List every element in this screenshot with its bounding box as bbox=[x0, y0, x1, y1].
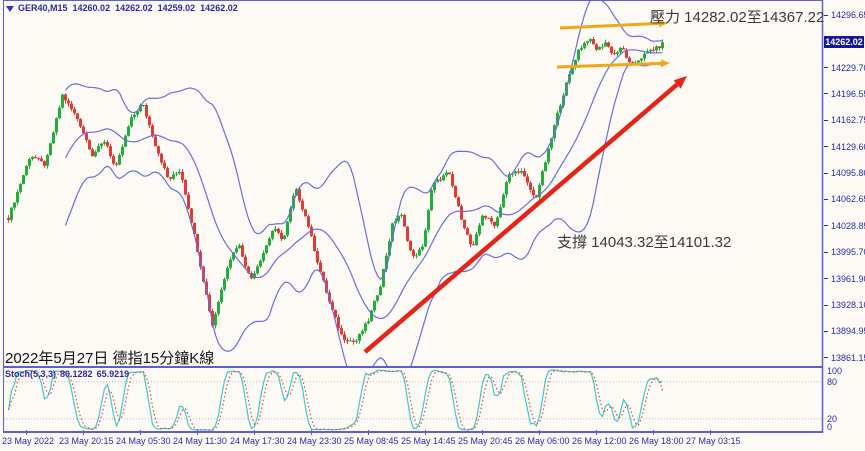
time-axis-label: 26 May 12:00 bbox=[572, 436, 627, 446]
time-axis-label: 26 May 06:00 bbox=[515, 436, 570, 446]
price-tick-dash bbox=[824, 146, 828, 148]
price-tick-dash bbox=[824, 278, 828, 280]
price-chart-canvas[interactable] bbox=[0, 0, 824, 433]
price-tick-label: 14095.80 bbox=[831, 168, 865, 179]
price-tick-label: 14296.65 bbox=[831, 10, 865, 20]
stoch-level-label: 80 bbox=[827, 376, 838, 387]
time-axis-label: 25 May 20:45 bbox=[458, 436, 513, 446]
price-tick-dash bbox=[824, 330, 828, 332]
time-axis-label: 24 May 17:30 bbox=[230, 436, 285, 446]
stoch-k-value: 80.1282 bbox=[60, 369, 93, 379]
high-value: 14262.02 bbox=[115, 3, 153, 13]
time-tick-dash bbox=[311, 430, 312, 435]
stoch-level-label: 20 bbox=[827, 413, 838, 424]
stoch-panel[interactable] bbox=[4, 369, 822, 431]
chart-frame bbox=[3, 0, 824, 433]
time-axis-label: 25 May 08:45 bbox=[344, 436, 399, 446]
time-axis-label: 23 May 20:15 bbox=[59, 436, 114, 446]
price-tick-dash bbox=[824, 251, 828, 253]
stoch-d-value: 65.9219 bbox=[96, 369, 130, 379]
time-tick-dash bbox=[83, 430, 84, 435]
ohlc-header: GER40,M15 14260.02 14262.02 14259.02 14262.0… bbox=[6, 3, 238, 13]
stoch-level-label: 100 bbox=[827, 365, 843, 376]
time-tick-dash bbox=[653, 430, 654, 435]
time-axis-label: 23 May 2022 bbox=[2, 436, 55, 446]
support-annotation: 支撐 14043.32至14101.32 bbox=[557, 234, 732, 251]
time-tick-dash bbox=[26, 430, 27, 435]
price-tick-label: 13861.15 bbox=[831, 352, 865, 363]
price-tick-label: 14062.65 bbox=[831, 194, 865, 205]
price-tick-label: 13894.95 bbox=[831, 326, 865, 337]
stoch-header: Stoch(5,3,3) 80.1282 65.9219 bbox=[5, 369, 129, 379]
price-tick-label: 14028.85 bbox=[831, 220, 865, 231]
price-tick-dash bbox=[824, 225, 828, 227]
time-tick-dash bbox=[368, 430, 369, 435]
range-arrows[interactable] bbox=[556, 19, 670, 69]
price-tick-dash bbox=[824, 304, 828, 306]
time-axis-label: 24 May 11:30 bbox=[173, 436, 227, 446]
price-tick-label: 13995.70 bbox=[831, 247, 865, 258]
close-value: 14262.02 bbox=[200, 3, 238, 13]
time-tick-dash bbox=[596, 430, 597, 435]
stoch-level-label: 0 bbox=[827, 422, 833, 432]
time-axis-label: 24 May 05:30 bbox=[116, 436, 171, 446]
time-tick-dash bbox=[539, 430, 540, 435]
price-tick-label: 13961.90 bbox=[831, 273, 865, 284]
price-tick-dash bbox=[824, 357, 828, 359]
symbol-label: GER40,M15 bbox=[18, 3, 68, 13]
price-tick-label: 14196.55 bbox=[831, 88, 865, 99]
trend-arrow[interactable] bbox=[363, 76, 687, 354]
low-value: 14259.02 bbox=[157, 3, 196, 13]
time-tick-dash bbox=[197, 430, 198, 435]
price-tick-label: 14229.70 bbox=[831, 62, 865, 73]
stoch-label: Stoch(5,3,3) bbox=[5, 369, 57, 379]
price-tick-dash bbox=[824, 93, 828, 95]
time-tick-dash bbox=[140, 430, 141, 435]
main-panel[interactable] bbox=[7, 0, 664, 386]
price-tick-dash bbox=[824, 67, 828, 69]
symbol-marker-icon bbox=[6, 5, 14, 12]
price-tick-label: 13928.10 bbox=[831, 300, 865, 311]
time-tick-dash bbox=[425, 430, 426, 435]
resistance-annotation: 壓力 14282.02至14367.22 bbox=[650, 9, 825, 26]
time-axis-label: 24 May 23:30 bbox=[287, 436, 342, 446]
current-price-badge: 14262.02 bbox=[824, 36, 864, 49]
time-tick-dash bbox=[710, 430, 711, 435]
price-tick-dash bbox=[824, 119, 828, 121]
price-tick-dash bbox=[824, 14, 828, 16]
time-axis-label: 26 May 18:00 bbox=[629, 436, 684, 446]
price-tick-label: 14162.75 bbox=[831, 115, 865, 126]
time-tick-dash bbox=[254, 430, 255, 435]
open-value: 14260.02 bbox=[72, 3, 111, 13]
time-axis-label: 25 May 14:45 bbox=[401, 436, 456, 446]
time-tick-dash bbox=[482, 430, 483, 435]
price-tick-dash bbox=[824, 198, 828, 200]
price-tick-dash bbox=[824, 172, 828, 174]
price-tick-label: 14129.60 bbox=[831, 141, 865, 152]
time-axis-label: 27 May 03:15 bbox=[686, 436, 741, 446]
caption-annotation: 2022年5月27日 德指15分鐘K線 bbox=[5, 350, 215, 367]
